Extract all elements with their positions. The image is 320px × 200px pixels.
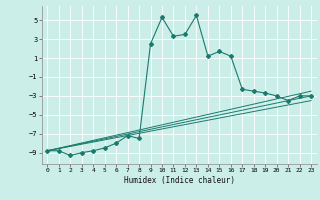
X-axis label: Humidex (Indice chaleur): Humidex (Indice chaleur): [124, 176, 235, 185]
